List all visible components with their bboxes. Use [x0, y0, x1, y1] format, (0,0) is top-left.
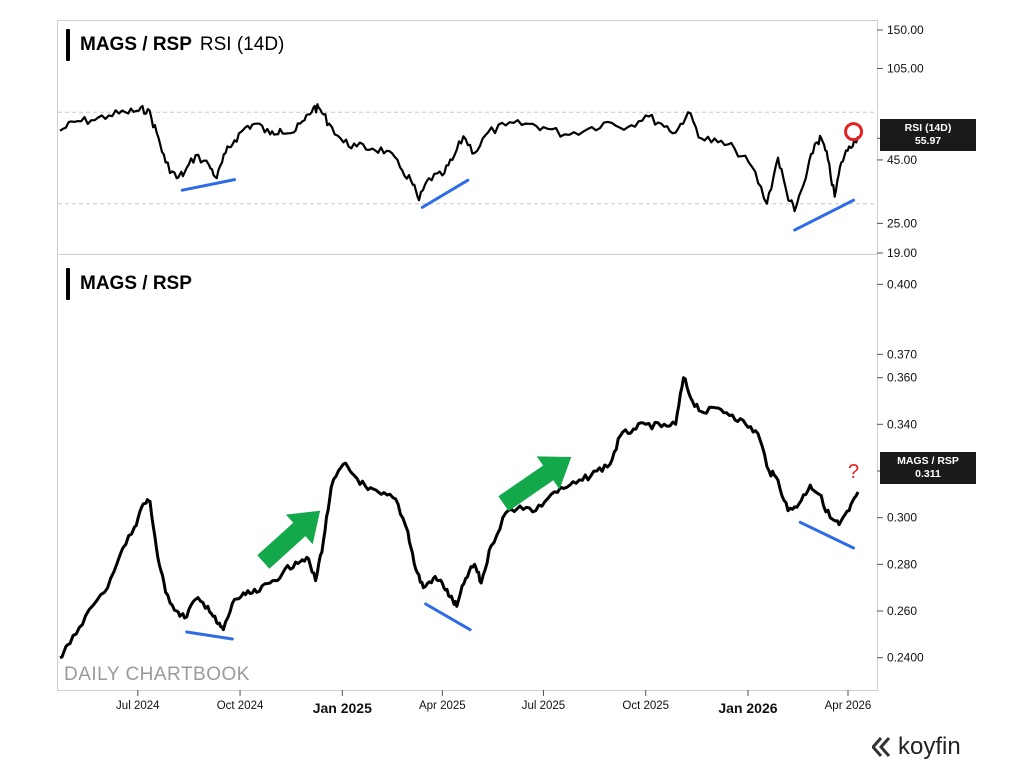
- title-accent-bar: [66, 268, 70, 300]
- price-y-tick-label: 0.300: [887, 511, 917, 525]
- price-panel: 0.4000.3700.3600.3400.3200.3000.2800.260…: [57, 254, 924, 691]
- price-panel-title: MAGS / RSP: [66, 268, 192, 300]
- price-y-tick-label: 0.340: [887, 417, 917, 431]
- x-tick-label: Jul 2024: [116, 700, 160, 712]
- price-y-tick-label: 0.370: [887, 347, 917, 361]
- rsi-annotations: [180, 122, 864, 232]
- rsi-y-tick-label: 150.00: [887, 23, 924, 37]
- price-tag-label: MAGS / RSP: [897, 455, 959, 467]
- x-tick-label: Apr 2026: [825, 700, 872, 712]
- price-value-tag: MAGS / RSP 0.311: [880, 452, 976, 484]
- price-y-tick-label: 0.2400: [887, 651, 924, 665]
- x-tick-label: Jan 2026: [718, 700, 777, 716]
- rsi-trendline: [793, 198, 856, 232]
- brand-name: koyfin: [898, 733, 961, 760]
- price-panel-frame: [57, 254, 878, 691]
- rsi-title-main: MAGS / RSP: [80, 34, 192, 55]
- rsi-y-tick-label: 25.00: [887, 216, 917, 230]
- rsi-tag-label: RSI (14D): [904, 122, 952, 134]
- x-tick-label: Oct 2025: [622, 700, 669, 712]
- x-tick-label: Jul 2025: [522, 700, 565, 712]
- price-trendline: [798, 520, 856, 550]
- koyfin-logo-icon: [872, 737, 891, 757]
- rsi-tag-value: 55.97: [914, 135, 942, 147]
- x-axis: Jul 2024 Oct 2024 Jan 2025 Apr 2025 Jul 2025…: [116, 690, 871, 716]
- price-y-tick-label: 0.400: [887, 277, 917, 291]
- rsi-title-sub: RSI (14D): [199, 34, 285, 55]
- rsi-value-tag: RSI (14D) 55.97: [880, 119, 976, 151]
- up-arrow: [498, 456, 572, 512]
- rsi-trendline: [420, 178, 470, 209]
- price-trendline: [424, 602, 472, 632]
- price-series-line: [59, 376, 860, 660]
- price-y-tick-label: 0.280: [887, 557, 917, 571]
- rsi-y-tick-label: 105.00: [887, 61, 924, 75]
- brand-logo: koyfin: [872, 733, 961, 761]
- price-annotations: ?: [185, 456, 859, 641]
- price-y-tick-label: 0.360: [887, 371, 917, 385]
- rsi-reference-lines: [58, 111, 877, 205]
- rsi-series-line: [59, 103, 860, 213]
- x-tick-label: Oct 2024: [217, 700, 264, 712]
- up-arrow: [257, 510, 321, 569]
- rsi-highlight-circle: [844, 122, 864, 142]
- x-tick-label: Jan 2025: [313, 700, 372, 716]
- rsi-y-tick-label: 19.00: [887, 246, 917, 260]
- price-y-tick-label: 0.260: [887, 604, 917, 618]
- rsi-y-tick-label: 45.00: [887, 153, 917, 167]
- watermark: DAILY CHARTBOOK: [64, 664, 250, 685]
- rsi-trendline: [180, 178, 236, 192]
- price-title-main: MAGS / RSP: [80, 273, 192, 294]
- title-accent-bar: [66, 29, 70, 61]
- rsi-panel-title: MAGS / RSP RSI (14D): [66, 29, 284, 61]
- x-tick-label: Apr 2025: [419, 700, 466, 712]
- question-mark: ?: [848, 461, 859, 483]
- price-trendline: [185, 630, 234, 641]
- price-tag-value: 0.311: [915, 468, 941, 480]
